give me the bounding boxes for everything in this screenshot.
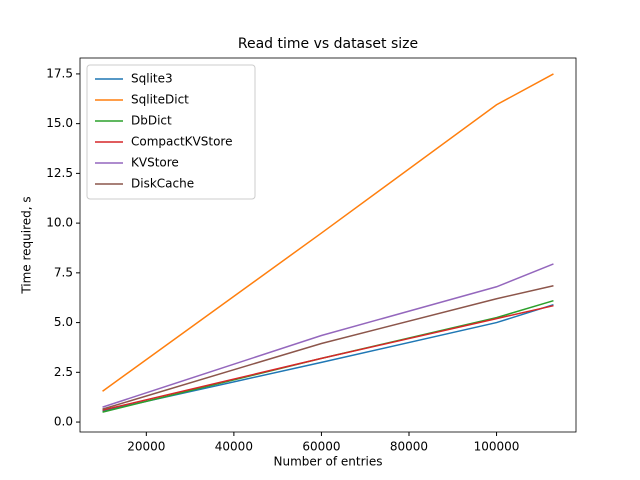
plot-frame <box>79 57 577 433</box>
x-tick-label: 100000 <box>474 440 520 454</box>
y-tick-label: 15.0 <box>46 116 73 130</box>
x-tick-label: 20000 <box>127 440 165 454</box>
legend-label: CompactKVStore <box>131 135 232 149</box>
y-tick-label: 5.0 <box>54 315 73 329</box>
series-line <box>102 73 554 392</box>
series-line <box>102 263 554 408</box>
legend-label: DiskCache <box>131 177 194 191</box>
y-tick-label: 10.0 <box>46 216 73 230</box>
x-tick-label: 80000 <box>390 440 428 454</box>
x-tick-label: 40000 <box>215 440 253 454</box>
x-axis-label: Number of entries <box>274 455 383 469</box>
chart-title: Read time vs dataset size <box>238 36 418 52</box>
y-axis-label: Time required, s <box>20 196 34 294</box>
legend-label: SqliteDict <box>131 93 189 107</box>
x-tick-label: 60000 <box>302 440 340 454</box>
legend-label: DbDict <box>131 114 172 128</box>
y-tick-label: 12.5 <box>46 166 73 180</box>
series-line <box>102 303 554 412</box>
y-tick-label: 2.5 <box>54 365 73 379</box>
legend-label: KVStore <box>131 156 179 170</box>
y-tick-label: 17.5 <box>46 66 73 80</box>
series-line <box>102 285 554 410</box>
legend-box <box>86 64 256 200</box>
y-tick-label: 7.5 <box>54 265 73 279</box>
y-tick-label: 0.0 <box>54 415 73 429</box>
series-line <box>102 304 554 411</box>
legend-label: Sqlite3 <box>131 72 173 86</box>
